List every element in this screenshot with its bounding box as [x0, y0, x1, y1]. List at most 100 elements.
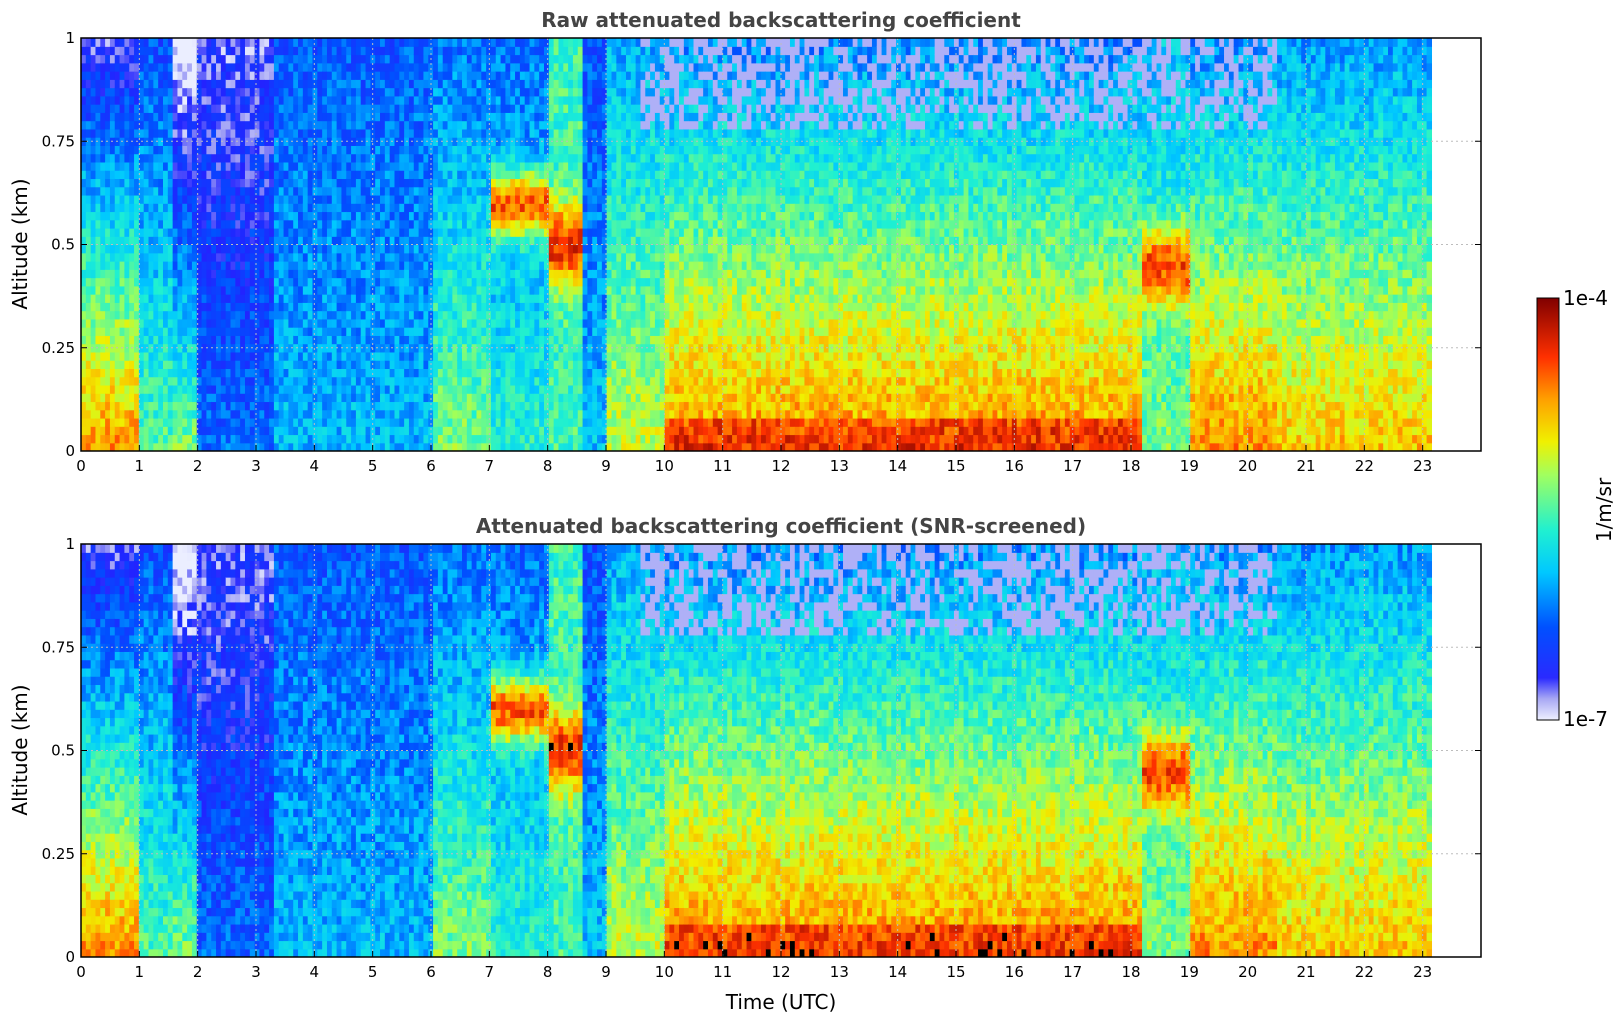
heatmap-cell: [384, 294, 391, 303]
heatmap-cell: [466, 145, 473, 155]
heatmap-cell: [510, 434, 516, 444]
heatmap-cell: [182, 153, 188, 163]
heatmap-cell: [81, 54, 87, 64]
heatmap-cell: [235, 38, 241, 47]
heatmap-cell: [408, 104, 415, 113]
heatmap-cell: [240, 277, 246, 287]
heatmap-cell: [408, 46, 415, 56]
heatmap-cell: [153, 104, 159, 113]
heatmap-cell: [558, 360, 564, 369]
heatmap-cell: [452, 46, 458, 56]
heatmap-cell: [114, 310, 121, 320]
heatmap-cell: [302, 269, 309, 279]
heatmap-cell: [293, 294, 299, 303]
heatmap-cell: [307, 252, 314, 262]
heatmap-cell: [196, 393, 203, 403]
heatmap-cell: [216, 327, 222, 336]
heatmap-cell: [476, 343, 482, 353]
heatmap-cell: [413, 95, 420, 105]
heatmap-cell: [114, 219, 121, 229]
heatmap-cell: [187, 38, 193, 47]
heatmap-cell: [351, 227, 357, 237]
heatmap-cell: [553, 54, 560, 64]
heatmap-cell: [471, 442, 478, 451]
heatmap-cell: [360, 277, 367, 287]
heatmap-cell: [433, 71, 439, 80]
heatmap-cell: [254, 71, 261, 80]
heatmap-cell: [298, 434, 304, 444]
heatmap-cell: [90, 236, 97, 246]
heatmap-cell: [326, 442, 333, 451]
heatmap-cell: [442, 261, 449, 270]
heatmap-cell: [81, 219, 87, 229]
heatmap-cell: [500, 38, 507, 47]
heatmap-cell: [558, 194, 564, 204]
heatmap-cell: [418, 170, 425, 180]
heatmap-cell: [114, 54, 121, 64]
heatmap-cell: [384, 54, 391, 64]
heatmap-cell: [187, 46, 193, 56]
heatmap-cell: [365, 294, 371, 303]
heatmap-cell: [302, 393, 309, 403]
heatmap-cell: [384, 244, 391, 254]
heatmap-cell: [206, 137, 212, 146]
heatmap-cell: [235, 104, 241, 113]
heatmap-cell: [216, 186, 222, 196]
heatmap-cell: [177, 161, 183, 171]
heatmap-cell: [191, 104, 198, 113]
heatmap-cell: [105, 95, 111, 105]
heatmap-cell: [187, 360, 193, 369]
heatmap-cell: [220, 302, 227, 312]
heatmap-cell: [114, 95, 121, 105]
heatmap-cell: [326, 310, 333, 320]
heatmap-cell: [182, 54, 188, 64]
heatmap-cell: [254, 376, 261, 386]
heatmap-cell: [548, 335, 555, 345]
heatmap-cell: [481, 153, 487, 163]
heatmap-cell: [490, 351, 497, 361]
heatmap-cell: [375, 38, 381, 47]
heatmap-cell: [389, 145, 396, 155]
heatmap-cell: [273, 112, 280, 122]
heatmap-cell: [471, 227, 478, 237]
heatmap-cell: [90, 442, 97, 451]
heatmap-cell: [254, 368, 261, 378]
heatmap-cell: [129, 153, 135, 163]
heatmap-cell: [365, 46, 371, 56]
heatmap-cell: [85, 95, 92, 105]
heatmap-cell: [191, 137, 198, 146]
heatmap-cell: [307, 310, 314, 320]
heatmap-cell: [81, 318, 87, 328]
heatmap-cell: [471, 194, 478, 204]
heatmap-cell: [134, 46, 140, 56]
heatmap-cell: [408, 401, 415, 411]
heatmap-cell: [148, 294, 154, 303]
heatmap-cell: [143, 95, 150, 105]
heatmap-cell: [302, 62, 309, 72]
heatmap-cell: [129, 335, 135, 345]
heatmap-cell: [302, 327, 309, 336]
heatmap-cell: [100, 285, 106, 295]
heatmap-cell: [553, 368, 560, 378]
heatmap-cell: [172, 178, 179, 188]
heatmap-cell: [298, 104, 304, 113]
heatmap-cell: [307, 261, 314, 270]
heatmap-cell: [278, 104, 285, 113]
heatmap-cell: [462, 442, 468, 451]
heatmap-cell: [336, 95, 343, 105]
heatmap-cell: [148, 87, 154, 97]
heatmap-cell: [534, 261, 540, 270]
heatmap-cell: [148, 194, 154, 204]
heatmap-cell: [317, 409, 323, 419]
heatmap-cell: [346, 434, 352, 444]
heatmap-cell: [548, 87, 555, 97]
heatmap-cell: [269, 104, 275, 113]
heatmap-cell: [264, 211, 270, 221]
heatmap-cell: [553, 46, 560, 56]
heatmap-cell: [244, 318, 251, 328]
heatmap-cell: [336, 442, 343, 451]
heatmap-cell: [109, 244, 116, 254]
heatmap-cell: [423, 327, 429, 336]
heatmap-cell: [269, 194, 275, 204]
heatmap-cell: [114, 294, 121, 303]
